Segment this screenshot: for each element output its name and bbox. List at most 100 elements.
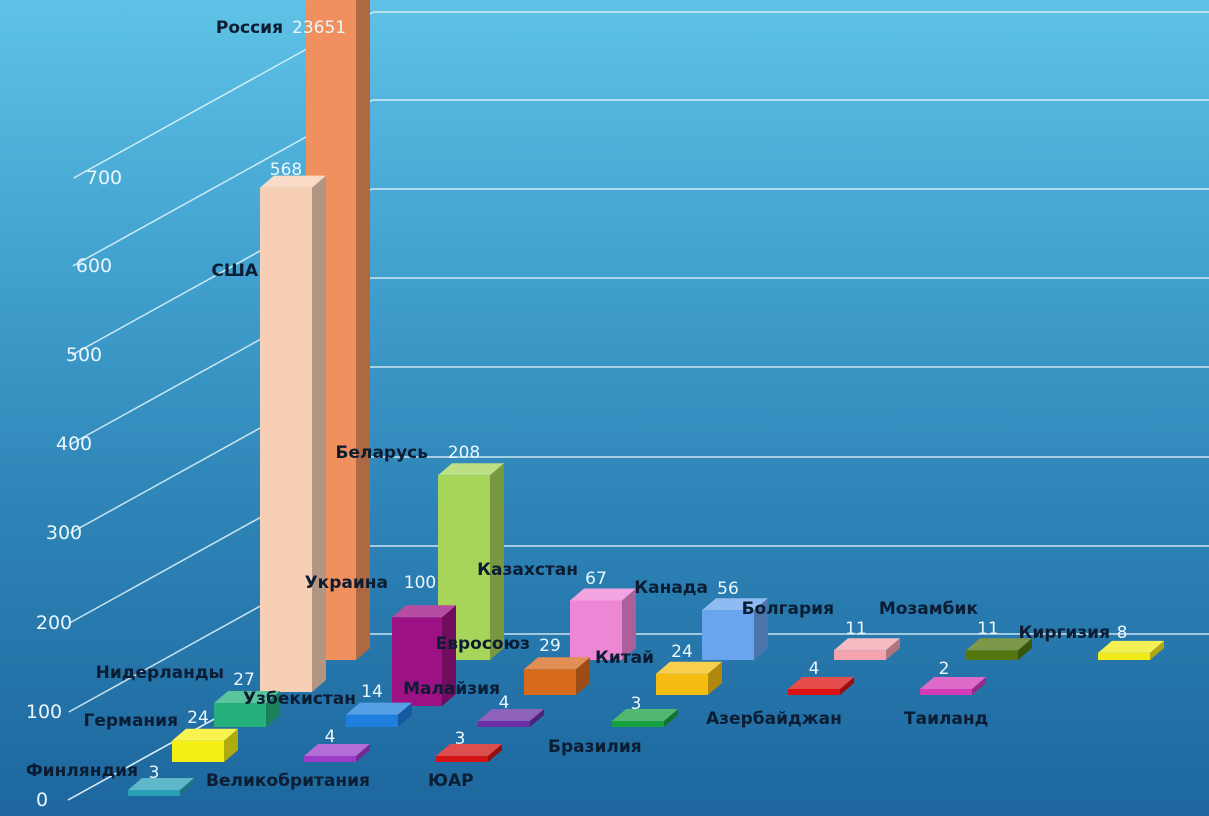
- value-label-мозамбик: 11: [977, 619, 999, 639]
- bar-таиланд: [920, 677, 986, 695]
- bar-front: [656, 673, 708, 695]
- bar-top: [214, 691, 280, 704]
- y-tick-500: 500: [66, 344, 102, 366]
- value-label-киргизия: 8: [1117, 623, 1128, 643]
- value-label-великобритания: 4: [325, 727, 336, 747]
- bar-front: [478, 721, 530, 727]
- category-label-бразилия: Бразилия: [548, 737, 642, 757]
- bar-мозамбик: [966, 638, 1032, 660]
- bar-side: [1150, 640, 1164, 660]
- bar-украина: [392, 605, 456, 706]
- category-label-юар: ЮАР: [428, 771, 474, 791]
- category-label-беларусь: Беларусь: [336, 443, 429, 463]
- value-label-азербайджан: 4: [809, 659, 820, 679]
- category-label-канада: Канада: [634, 578, 708, 598]
- bar-front: [346, 714, 398, 727]
- bar-узбекистан: [346, 702, 412, 727]
- category-label-украина: Украина: [305, 573, 388, 593]
- bar-top: [524, 657, 590, 670]
- bar-front: [260, 187, 312, 692]
- bar-side: [488, 744, 502, 762]
- bar-side: [356, 744, 370, 762]
- bar-канада: [702, 598, 768, 660]
- category-label-китай: Китай: [595, 648, 654, 668]
- bar-сша: [260, 175, 326, 693]
- bar-top: [172, 728, 238, 741]
- bar-side: [886, 638, 900, 660]
- bar-юар: [436, 744, 502, 762]
- bar-top: [478, 709, 544, 721]
- bar-top: [128, 778, 194, 790]
- category-label-сша: США: [211, 261, 258, 281]
- bar-top: [304, 744, 370, 756]
- category-label-россия: Россия: [216, 18, 283, 38]
- y-tick-100: 100: [26, 701, 62, 723]
- bar-front: [128, 790, 180, 796]
- bar-side: [224, 728, 238, 762]
- bar-front: [702, 610, 754, 660]
- value-label-сша: 568: [270, 160, 302, 180]
- bar-side: [972, 677, 986, 695]
- value-label-россия: 23651: [292, 18, 346, 38]
- bar-front: [920, 689, 972, 695]
- value-label-болгария: 11: [845, 619, 867, 639]
- bar-side: [530, 709, 544, 727]
- bar-бразилия: [612, 709, 678, 727]
- bar-top: [438, 463, 504, 476]
- value-label-юар: 3: [455, 729, 466, 749]
- bar-евросоюз: [524, 657, 590, 695]
- category-label-болгария: Болгария: [742, 599, 834, 619]
- value-label-евросоюз: 29: [539, 636, 561, 656]
- bar-front: [524, 669, 576, 695]
- category-label-узбекистан: Узбекистан: [243, 689, 356, 709]
- bar-front: [172, 740, 224, 762]
- category-label-азербайджан: Азербайджан: [706, 709, 842, 729]
- y-tick-600: 600: [76, 255, 112, 277]
- bar-front: [1098, 652, 1150, 660]
- bar-side: [708, 661, 722, 695]
- bar-front: [966, 650, 1018, 660]
- bar-front: [788, 689, 840, 695]
- y-tick-300: 300: [46, 522, 82, 544]
- bar-киргизия: [1098, 640, 1164, 660]
- bar-top: [436, 744, 502, 756]
- bar-front: [214, 703, 266, 727]
- bar-китай: [656, 661, 722, 695]
- bar-side: [312, 175, 326, 693]
- category-label-казахстан: Казахстан: [477, 560, 578, 580]
- bar-front: [304, 756, 356, 762]
- category-label-финляндия: Финляндия: [26, 761, 138, 781]
- bar-top: [612, 709, 678, 721]
- bar-top: [834, 638, 900, 651]
- bar-side: [490, 463, 504, 660]
- bar-side: [356, 0, 370, 660]
- category-label-таиланд: Таиланд: [904, 709, 988, 729]
- bar-side: [442, 605, 456, 706]
- bar-side: [754, 598, 768, 660]
- value-label-казахстан: 67: [585, 569, 607, 589]
- bar-side: [180, 778, 194, 796]
- bar-side: [266, 691, 280, 727]
- bar-великобритания: [304, 744, 370, 762]
- category-label-киргизия: Киргизия: [1019, 623, 1110, 643]
- category-label-нидерланды: Нидерланды: [96, 663, 224, 683]
- bar-казахстан: [570, 588, 636, 660]
- bar-нидерланды: [214, 691, 280, 727]
- bar-side: [664, 709, 678, 727]
- category-label-мозамбик: Мозамбик: [879, 599, 979, 619]
- value-label-канада: 56: [717, 579, 739, 599]
- bar-front: [834, 650, 886, 660]
- bars: [128, 0, 1164, 796]
- value-label-финляндия: 3: [149, 763, 160, 783]
- value-label-нидерланды: 27: [233, 670, 255, 690]
- value-label-китай: 24: [671, 642, 693, 662]
- bar-top: [656, 661, 722, 674]
- y-tick-200: 200: [36, 612, 72, 634]
- bar-top: [392, 605, 456, 618]
- bar-front: [436, 756, 488, 762]
- bar-top: [1098, 640, 1164, 653]
- bar-side: [1018, 638, 1032, 660]
- bar-top: [702, 598, 768, 611]
- bar-side: [840, 677, 854, 695]
- y-axis-ticks: 0 100 200 300 400 500 600 700: [26, 167, 122, 811]
